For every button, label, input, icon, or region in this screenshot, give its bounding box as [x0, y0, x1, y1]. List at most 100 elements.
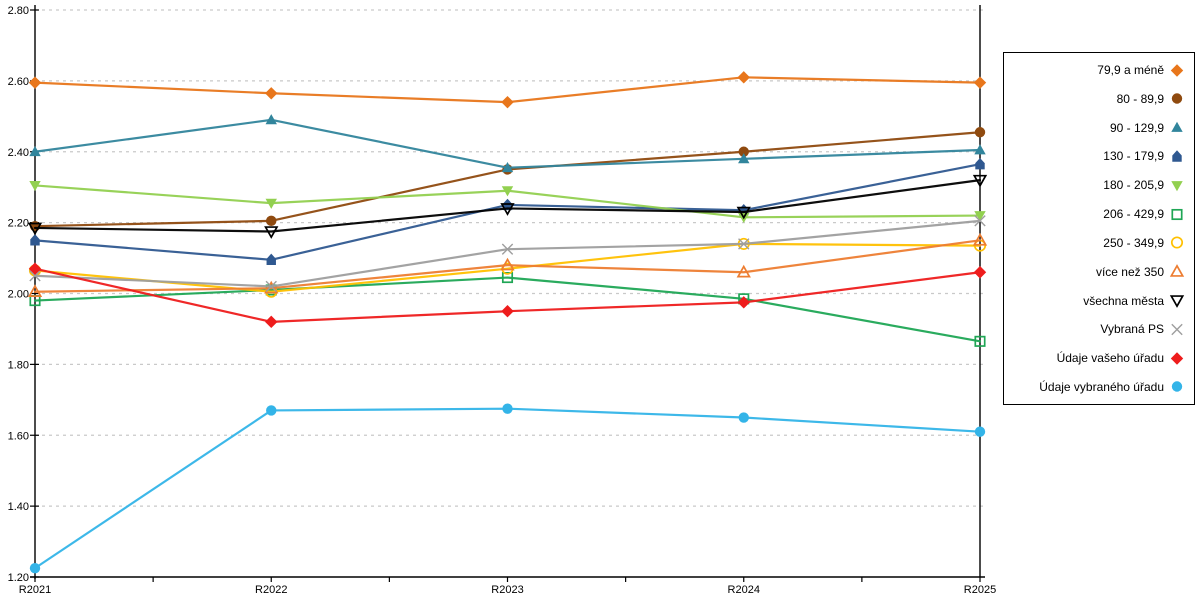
diamond-legend-icon — [1170, 351, 1184, 365]
series-line-7 — [33, 239, 982, 293]
diamond-marker — [501, 305, 514, 318]
legend-item: Údaje vašeho úřadu — [1004, 350, 1194, 366]
legend-item: Údaje vybraného úřadu — [1004, 379, 1194, 395]
triangle-up-legend-icon — [1169, 264, 1185, 277]
y-tick-label: 1.80 — [8, 359, 29, 371]
legend-label: Vybraná PS — [1100, 322, 1164, 337]
circle-marker — [1170, 236, 1184, 249]
triangle-up-marker — [500, 257, 515, 271]
y-tick-label: 1.60 — [8, 430, 29, 442]
triangle-down-marker — [501, 186, 514, 197]
triangle-up-marker — [1169, 264, 1185, 277]
legend-label: 206 - 429,9 — [1103, 207, 1164, 222]
triangle-up-legend-icon — [1171, 121, 1183, 133]
x-marker — [501, 243, 514, 255]
y-tick-label: 2.40 — [8, 147, 29, 159]
square-legend-icon — [1171, 208, 1183, 220]
circle-marker — [502, 403, 513, 414]
legend-label: více než 350 — [1095, 264, 1164, 279]
legend-item: 80 - 89,9 — [1004, 91, 1194, 107]
diamond-marker — [265, 87, 278, 100]
triangle-up-marker — [501, 161, 514, 173]
circle-legend-icon — [1171, 93, 1183, 105]
square-marker — [974, 335, 986, 347]
pentagon-marker — [30, 234, 40, 246]
triangle-down-legend-icon — [1169, 295, 1185, 308]
y-tick-label: 2.00 — [8, 289, 29, 301]
circle-marker — [29, 562, 41, 574]
diamond-marker — [1170, 63, 1184, 77]
series-line-11 — [33, 407, 982, 570]
legend-label: 180 - 205,9 — [1103, 178, 1164, 193]
x-marker — [29, 270, 41, 282]
series-line-1 — [33, 131, 982, 228]
legend-label: 79,9 a méně — [1097, 63, 1164, 77]
y-tick-label: 1.20 — [8, 572, 29, 584]
legend-label: Údaje vybraného úřadu — [1039, 379, 1164, 394]
diamond-marker — [265, 315, 278, 329]
diamond-marker — [501, 95, 514, 109]
x-marker — [738, 238, 750, 250]
pentagon-legend-icon — [1172, 150, 1182, 162]
legend-item: více než 350 — [1004, 264, 1194, 280]
triangle-down-marker — [736, 206, 751, 220]
legend-label: Údaje vašeho úřadu — [1056, 351, 1164, 366]
triangle-down-marker — [972, 174, 988, 188]
diamond-marker — [28, 76, 42, 89]
legend-item: 180 - 205,9 — [1004, 177, 1194, 193]
legend-label: 250 - 349,9 — [1103, 235, 1164, 250]
square-marker — [501, 272, 514, 284]
legend-label: 130 - 179,9 — [1103, 149, 1164, 164]
x-tick-label: R2023 — [491, 584, 523, 596]
circle-marker — [974, 426, 986, 437]
circle-marker — [266, 215, 277, 227]
x-legend-icon — [1171, 323, 1183, 336]
square-marker — [1171, 208, 1183, 220]
circle-marker — [738, 146, 749, 157]
triangle-up-marker — [974, 144, 986, 155]
legend-item: 250 - 349,9 — [1004, 235, 1194, 251]
triangle-up-marker — [27, 284, 43, 297]
triangle-down-marker — [974, 211, 986, 222]
triangle-down-marker — [264, 226, 279, 239]
legend-item: 90 - 129,9 — [1004, 120, 1194, 136]
triangle-down-marker — [1169, 295, 1185, 308]
diamond-marker — [28, 262, 42, 275]
y-tick-label: 2.20 — [8, 218, 29, 230]
diamond-marker — [973, 266, 987, 279]
triangle-up-marker — [29, 146, 41, 157]
circle-legend-icon — [1170, 236, 1184, 249]
circle-legend-icon — [1171, 381, 1183, 393]
y-tick-label: 1.40 — [8, 501, 29, 513]
pentagon-marker — [266, 253, 276, 266]
y-tick-label: 2.60 — [8, 76, 29, 88]
triangle-down-marker — [29, 180, 41, 192]
diamond-marker — [973, 76, 987, 89]
legend-label: 90 - 129,9 — [1109, 120, 1164, 135]
x-marker — [1171, 323, 1183, 336]
x-marker — [265, 280, 277, 293]
diamond-marker — [737, 71, 750, 84]
triangle-up-marker — [738, 153, 750, 164]
legend-item: 79,9 a méně — [1004, 62, 1194, 78]
x-tick-label: R2025 — [964, 584, 996, 596]
series-line-5 — [33, 276, 982, 343]
circle-marker — [974, 127, 986, 138]
circle-marker — [266, 405, 277, 416]
pentagon-marker — [1172, 150, 1182, 162]
triangle-up-marker — [265, 114, 277, 125]
diamond-legend-icon — [1170, 63, 1184, 77]
legend-item: 206 - 429,9 — [1004, 206, 1194, 222]
triangle-down-marker — [265, 198, 277, 209]
triangle-up-marker — [264, 280, 279, 294]
legend-item: všechna města — [1004, 293, 1194, 309]
legend: 79,9 a méně 80 - 89,9 90 - 129,9 130 - 179,… — [1003, 52, 1195, 405]
legend-label: všechna města — [1083, 293, 1164, 308]
triangle-up-marker — [1171, 121, 1183, 133]
pentagon-marker — [975, 157, 985, 170]
legend-item: Vybraná PS — [1004, 321, 1194, 337]
triangle-up-marker — [972, 232, 988, 246]
circle-marker — [738, 412, 749, 423]
